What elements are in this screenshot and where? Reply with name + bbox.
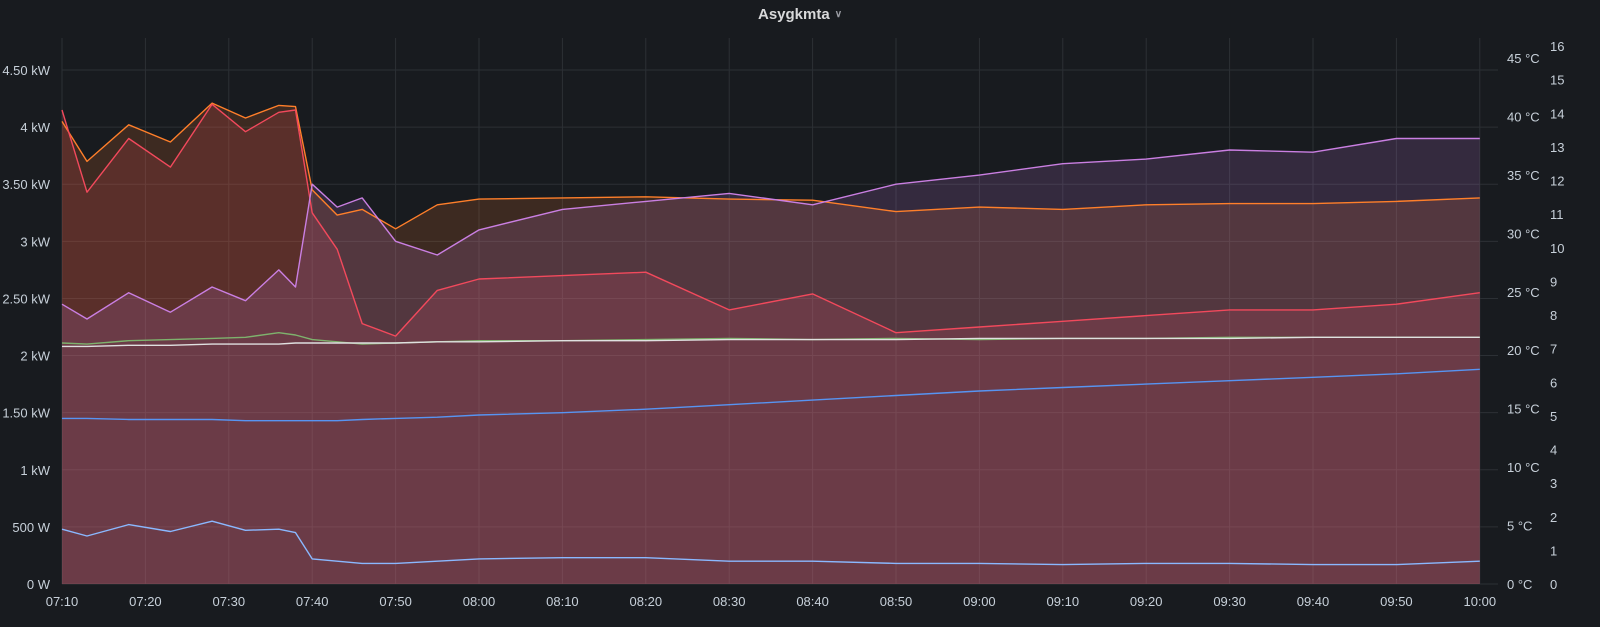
y-right2-tick-label: 1 [1550, 543, 1557, 558]
right-axis-temperature: 0 °C 5 °C 10 °C 15 °C 20 °C 25 °C 30 °C 35 °C 40… [1507, 51, 1540, 592]
series-line-7 [61, 520, 1480, 566]
series-fills [62, 103, 1480, 585]
y-right-tick-label: 45 °C [1507, 51, 1540, 66]
y-right2-tick-label: 14 [1550, 106, 1564, 121]
series-area-3 [62, 138, 1480, 584]
y-right2-tick-label: 11 [1550, 207, 1564, 222]
y-right2-tick-label: 9 [1550, 274, 1557, 289]
chart-grid [61, 38, 1498, 585]
y-right2-tick-label: 5 [1550, 409, 1557, 424]
y-left-tick-label: 3 kW [20, 234, 50, 249]
panel-title[interactable]: Asygkmta ∨ [0, 6, 1600, 23]
x-tick-label: 07:40 [296, 594, 329, 609]
x-tick-label: 07:30 [213, 594, 246, 609]
x-tick-label: 09:50 [1380, 594, 1413, 609]
chevron-down-icon[interactable]: ∨ [834, 9, 843, 20]
series-line-3 [61, 137, 1480, 320]
y-right2-tick-label: 4 [1550, 443, 1557, 458]
x-tick-label: 09:30 [1213, 594, 1246, 609]
y-right2-tick-label: 15 [1550, 73, 1564, 88]
y-right-tick-label: 15 °C [1507, 402, 1540, 417]
series-line-6 [62, 368, 1480, 422]
y-left-tick-label: 1.50 kW [2, 406, 50, 421]
x-tick-label: 09:00 [963, 594, 996, 609]
y-right-tick-label: 20 °C [1507, 343, 1540, 358]
y-right2-tick-label: 10 [1550, 241, 1564, 256]
x-tick-label: 09:20 [1130, 594, 1163, 609]
x-tick-label: 08:10 [546, 594, 579, 609]
x-tick-label: 09:10 [1047, 594, 1080, 609]
y-left-tick-label: 4.50 kW [2, 63, 50, 78]
y-right2-tick-label: 7 [1550, 342, 1557, 357]
y-left-tick-label: 2 kW [20, 349, 50, 364]
y-left-tick-label: 3.50 kW [2, 177, 50, 192]
y-right-tick-label: 5 °C [1507, 519, 1532, 534]
series-line-5 [62, 336, 1480, 348]
y-right-tick-label: 30 °C [1507, 226, 1540, 241]
x-tick-label: 07:20 [129, 594, 162, 609]
x-tick-label: 08:30 [713, 594, 746, 609]
y-right-tick-label: 0 °C [1507, 577, 1532, 592]
y-left-tick-label: 1 kW [20, 463, 50, 478]
y-left-tick-label: 500 W [12, 520, 50, 535]
x-tick-label: 07:10 [46, 594, 79, 609]
x-tick-label: 08:00 [463, 594, 496, 609]
y-right-tick-label: 35 °C [1507, 168, 1540, 183]
y-right2-tick-label: 12 [1550, 174, 1564, 189]
y-right-tick-label: 25 °C [1507, 285, 1540, 300]
y-right2-tick-label: 8 [1550, 308, 1557, 323]
y-left-tick-label: 4 kW [20, 120, 50, 135]
y-right2-tick-label: 13 [1550, 140, 1564, 155]
x-axis: 07:10 07:20 07:30 07:40 07:50 08:00 08:10 08:20… [46, 594, 1496, 609]
series-area-2 [62, 104, 1480, 585]
series-lines [61, 102, 1480, 566]
y-right2-tick-label: 3 [1550, 476, 1557, 491]
y-right-tick-label: 40 °C [1507, 109, 1540, 124]
series-line-1 [61, 102, 1480, 230]
y-left-tick-label: 0 W [27, 577, 51, 592]
x-tick-label: 08:40 [796, 594, 829, 609]
y-right2-tick-label: 6 [1550, 375, 1557, 390]
series-area-1 [62, 103, 1480, 584]
y-right2-tick-label: 2 [1550, 510, 1557, 525]
y-right-tick-label: 10 °C [1507, 460, 1540, 475]
x-tick-label: 10:00 [1464, 594, 1497, 609]
y-right2-tick-label: 0 [1550, 577, 1557, 592]
y-left-tick-label: 2.50 kW [2, 291, 50, 306]
x-tick-label: 08:20 [630, 594, 663, 609]
panel-title-text: Asygkmta [757, 6, 830, 23]
series-line-2 [61, 103, 1480, 337]
y-right2-tick-label: 16 [1550, 39, 1564, 54]
left-axis: 0 W 500 W 1 kW 1.50 kW 2 kW 2.50 kW 3 kW 3.50 k… [2, 63, 50, 592]
x-tick-label: 07:50 [379, 594, 412, 609]
x-tick-label: 08:50 [880, 594, 913, 609]
x-tick-label: 09:40 [1297, 594, 1330, 609]
